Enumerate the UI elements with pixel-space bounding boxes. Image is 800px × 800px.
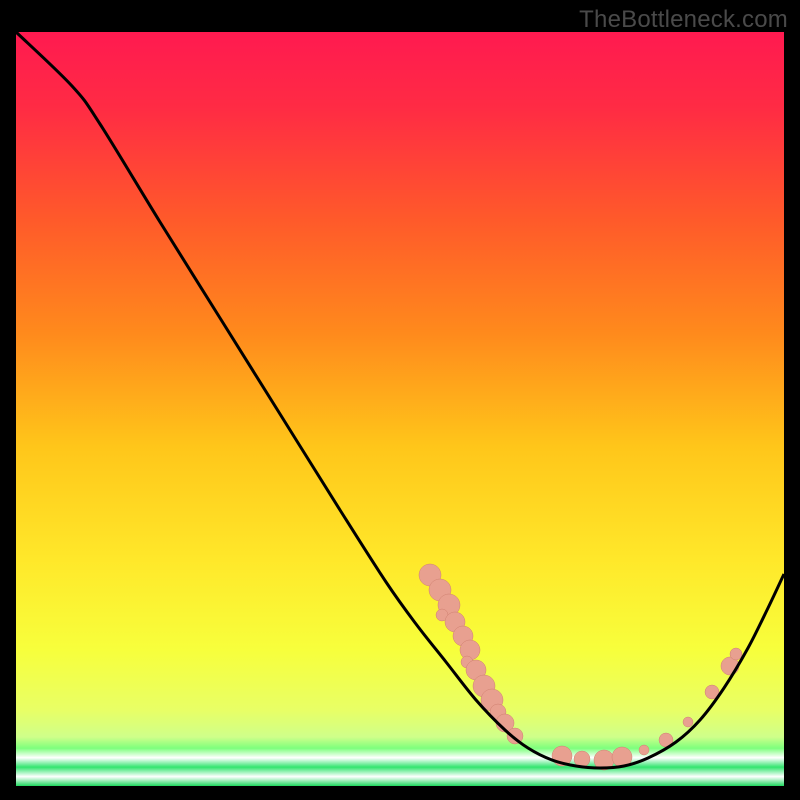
watermark-text: TheBottleneck.com	[579, 6, 788, 34]
marker-point	[683, 717, 693, 727]
marker-point	[730, 648, 742, 660]
plot-background	[16, 32, 784, 786]
chart-container: TheBottleneck.com	[0, 0, 800, 800]
chart-svg	[0, 0, 800, 800]
marker-point	[639, 745, 649, 755]
